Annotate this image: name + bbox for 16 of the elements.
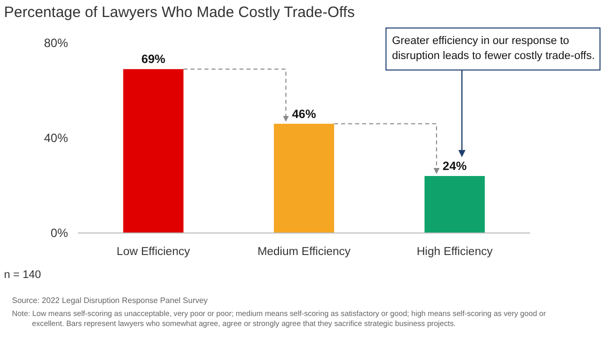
bar: [424, 176, 485, 233]
bar: [123, 69, 184, 233]
x-tick-label: Low Efficiency: [116, 246, 190, 258]
y-tick-label: 80%: [44, 36, 68, 50]
y-tick-label: 0%: [50, 226, 68, 240]
chart-title: Percentage of Lawyers Who Made Costly Trade-Offs: [4, 4, 355, 21]
source-note: Source: 2022 Legal Disruption Response Panel Survey: [12, 296, 208, 305]
data-label: 69%: [141, 52, 166, 66]
data-label: 24%: [442, 159, 467, 173]
data-label: 46%: [292, 106, 316, 121]
x-tick-label: High Efficiency: [416, 246, 493, 258]
text: n = 140: [4, 269, 42, 281]
y-tick-label: 40%: [44, 131, 68, 146]
annotation: Greater efficiency in our response to disruption leads to fewer costly trade-offs.: [392, 35, 595, 62]
bar: [274, 124, 334, 233]
x-tick-label: Medium Efficiency: [257, 246, 351, 258]
